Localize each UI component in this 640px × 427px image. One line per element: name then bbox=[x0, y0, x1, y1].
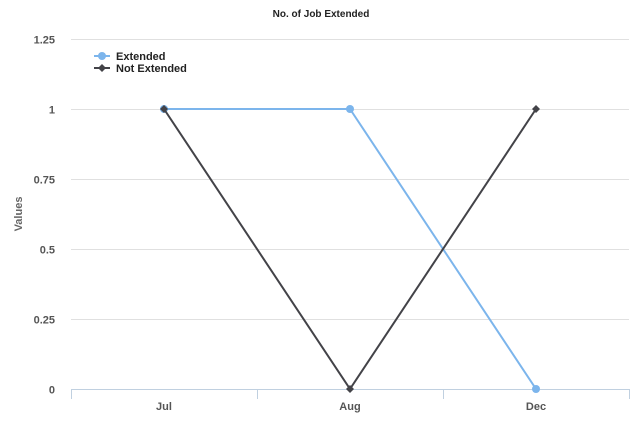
legend-marker[interactable] bbox=[98, 52, 106, 60]
series-1 bbox=[160, 105, 540, 393]
y-tick-label: 0.25 bbox=[34, 315, 55, 327]
y-tick-label: 0.5 bbox=[40, 245, 55, 257]
y-axis-title: Values bbox=[13, 197, 25, 232]
data-point-marker[interactable] bbox=[346, 385, 354, 393]
series-group bbox=[160, 105, 540, 393]
grid-lines bbox=[71, 39, 629, 320]
y-tick-label: 1.25 bbox=[34, 35, 55, 47]
x-tick-label: Jul bbox=[156, 401, 172, 413]
data-point-marker[interactable] bbox=[160, 105, 168, 113]
y-tick-label: 0.75 bbox=[34, 175, 55, 187]
legend-item[interactable]: Extended bbox=[94, 51, 166, 63]
legend-item[interactable]: Not Extended bbox=[94, 63, 187, 75]
y-tick-label: 0 bbox=[49, 385, 55, 397]
y-tick-label: 1 bbox=[49, 105, 55, 117]
data-point-marker[interactable] bbox=[346, 105, 354, 113]
legend-label: Extended bbox=[116, 51, 166, 63]
data-point-marker[interactable] bbox=[532, 105, 540, 113]
x-tick-label: Aug bbox=[339, 401, 360, 413]
x-tick-label: Dec bbox=[526, 401, 546, 413]
data-point-marker[interactable] bbox=[532, 385, 540, 393]
y-axis-ticks: 0 0.25 0.5 0.75 1 1.25 bbox=[34, 35, 55, 397]
chart-title: No. of Job Extended bbox=[273, 9, 370, 20]
legend-marker[interactable] bbox=[98, 64, 106, 72]
legend-label: Not Extended bbox=[116, 63, 187, 75]
